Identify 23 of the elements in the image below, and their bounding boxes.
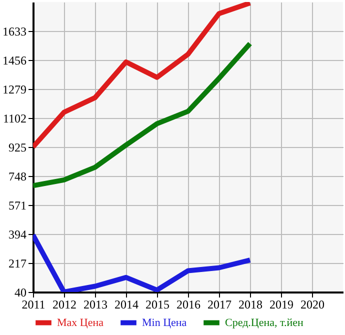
x-tick-label: 2017 xyxy=(208,298,232,312)
y-tick-label: 1279 xyxy=(2,82,26,96)
y-tick-label: 1633 xyxy=(2,24,26,38)
y-tick-label: 1102 xyxy=(2,112,26,126)
y-tick-label: 748 xyxy=(8,170,26,184)
x-tick-label: 2014 xyxy=(114,298,138,312)
y-tick-label: 394 xyxy=(8,228,26,242)
x-tick-label: 2011 xyxy=(22,298,46,312)
y-tick-label: 925 xyxy=(8,140,26,154)
y-tick-label: 217 xyxy=(8,256,26,270)
x-tick-label: 2020 xyxy=(300,298,324,312)
x-tick-label: 2013 xyxy=(84,298,108,312)
y-tick-label: 40 xyxy=(14,286,26,300)
x-tick-label: 2018 xyxy=(238,298,262,312)
x-tick-label: 2015 xyxy=(146,298,170,312)
legend-label: Сред.Цена, т.йен xyxy=(225,316,304,329)
x-tick-label: 2016 xyxy=(176,298,200,312)
y-tick-label: 1456 xyxy=(2,54,26,68)
x-tick-label: 2012 xyxy=(52,298,76,312)
legend-label: Max Цена xyxy=(57,316,104,329)
x-tick-label: 2019 xyxy=(270,298,294,312)
legend-label: Min Цена xyxy=(142,316,187,329)
y-tick-label: 571 xyxy=(8,198,26,212)
